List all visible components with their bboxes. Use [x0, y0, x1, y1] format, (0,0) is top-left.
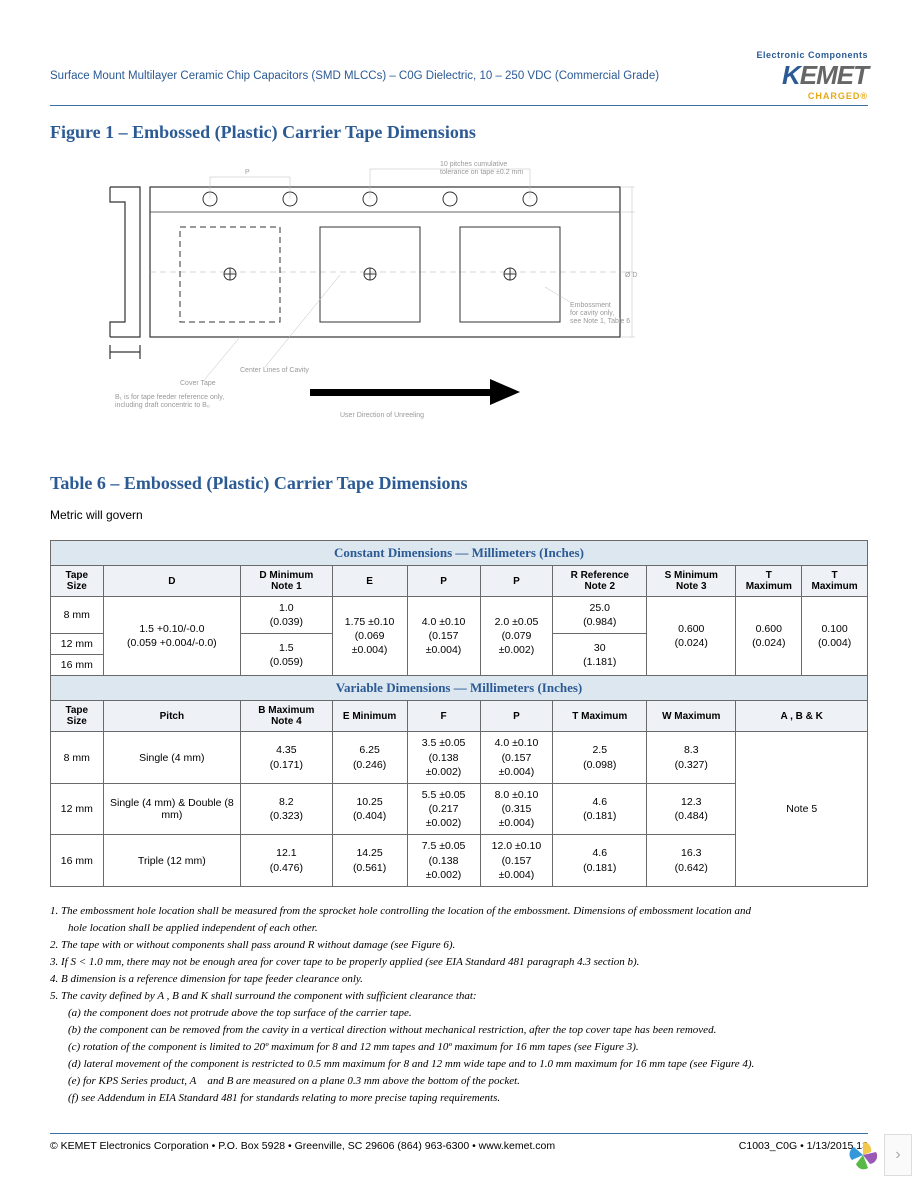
note-5b: (b) the component can be removed from th…: [50, 1022, 868, 1039]
svg-text:B₁ is for tape feeder referenc: B₁ is for tape feeder reference only,: [115, 394, 224, 401]
svg-text:Cover Tape: Cover Tape: [180, 380, 216, 387]
logo-letters-emet: EMET: [800, 60, 868, 90]
logo-tagline-bottom: CHARGED®: [756, 91, 868, 101]
constant-section-head: Constant Dimensions — Millimeters (Inche…: [51, 541, 868, 566]
const-row-8mm: 8 mm 1.5 +0.10/-0.0(0.059 +0.004/-0.0) 1…: [51, 597, 868, 634]
vcol-pitch: Pitch: [103, 701, 241, 732]
col-s: S Minimum Note 3: [647, 566, 736, 597]
vcol-w: W Maximum: [647, 701, 736, 732]
svg-text:for cavity only,: for cavity only,: [570, 310, 614, 317]
logo-letter-k: K: [782, 60, 800, 90]
table6-constant: Constant Dimensions — Millimeters (Inche…: [50, 540, 868, 887]
table6-notes: 1. The embossment hole location shall be…: [50, 903, 868, 1108]
vcol-b: B Maximum Note 4: [241, 701, 332, 732]
note-5e: (e) for KPS Series product, A and B are …: [50, 1073, 868, 1090]
col-p2: P: [480, 566, 553, 597]
col-d-min: D Minimum Note 1: [241, 566, 332, 597]
vcol-f: F: [407, 701, 480, 732]
chevron-right-icon: ›: [895, 1146, 900, 1164]
svg-text:Embossment: Embossment: [570, 302, 611, 309]
doc-subtitle: Surface Mount Multilayer Ceramic Chip Ca…: [50, 50, 659, 82]
table6-title: Table 6 – Embossed (Plastic) Carrier Tap…: [50, 473, 868, 494]
svg-text:including draft concentric to: including draft concentric to B₀: [115, 402, 210, 409]
col-p: P: [407, 566, 480, 597]
svg-text:tolerance on tape ±0.2 mm: tolerance on tape ±0.2 mm: [440, 169, 523, 176]
kemet-logo: Electronic Components KEMET CHARGED®: [756, 50, 868, 101]
note-2: 2. The tape with or without components s…: [50, 937, 868, 954]
col-t1: T Maximum: [802, 566, 868, 597]
svg-text:User Direction of Unreeling: User Direction of Unreeling: [340, 412, 424, 419]
col-t: T Maximum: [736, 566, 802, 597]
carrier-tape-diagram: P 10 pitches cumulative tolerance on tap…: [80, 157, 640, 437]
page-nav-widget: ›: [848, 1134, 912, 1176]
vcol-tape-size: Tape Size: [51, 701, 104, 732]
vcol-e: E Minimum: [332, 701, 407, 732]
note-5f: (f) see Addendum in EIA Standard 481 for…: [50, 1090, 868, 1107]
metric-governs-note: Metric will govern: [50, 508, 868, 522]
note-5: 5. The cavity defined by A , B and K sha…: [50, 988, 868, 1005]
vcol-abk: A , B & K: [736, 701, 868, 732]
note-5a: (a) the component does not protrude abov…: [50, 1005, 868, 1022]
next-page-button[interactable]: ›: [884, 1134, 912, 1176]
vcol-p: P: [480, 701, 553, 732]
col-e: E: [332, 566, 407, 597]
note-5c: (c) rotation of the component is limited…: [50, 1039, 868, 1056]
col-d: D: [103, 566, 241, 597]
variable-section-head: Variable Dimensions — Millimeters (Inche…: [51, 676, 868, 701]
logo-wordmark: KEMET: [756, 60, 868, 91]
flower-icon[interactable]: [848, 1140, 878, 1170]
note-5d: (d) lateral movement of the component is…: [50, 1056, 868, 1073]
col-r: R Reference Note 2: [553, 566, 647, 597]
dim-p-label: P: [245, 169, 250, 176]
figure1-title: Figure 1 – Embossed (Plastic) Carrier Ta…: [50, 122, 868, 143]
note-4: 4. B dimension is a reference dimension …: [50, 971, 868, 988]
svg-text:Center Lines of Cavity: Center Lines of Cavity: [240, 367, 309, 374]
note-1b: hole location shall be applied independe…: [50, 920, 868, 937]
note-3: 3. If S < 1.0 mm, there may not be enoug…: [50, 954, 868, 971]
svg-text:Ø D: Ø D: [625, 272, 637, 279]
svg-text:10 pitches cumulative: 10 pitches cumulative: [440, 161, 507, 168]
col-tape-size: Tape Size: [51, 566, 104, 597]
page-header: Surface Mount Multilayer Ceramic Chip Ca…: [50, 50, 868, 106]
var-row-8mm: 8 mm Single (4 mm) 4.35(0.171) 6.25(0.24…: [51, 732, 868, 784]
page-footer: © KEMET Electronics Corporation • P.O. B…: [50, 1133, 868, 1152]
svg-text:see Note 1, Table 6: see Note 1, Table 6: [570, 318, 630, 325]
logo-tagline-top: Electronic Components: [756, 50, 868, 60]
footer-left: © KEMET Electronics Corporation • P.O. B…: [50, 1140, 555, 1152]
note-1: 1. The embossment hole location shall be…: [50, 903, 868, 920]
note5-cell: Note 5: [736, 732, 868, 887]
vcol-t: T Maximum: [553, 701, 647, 732]
